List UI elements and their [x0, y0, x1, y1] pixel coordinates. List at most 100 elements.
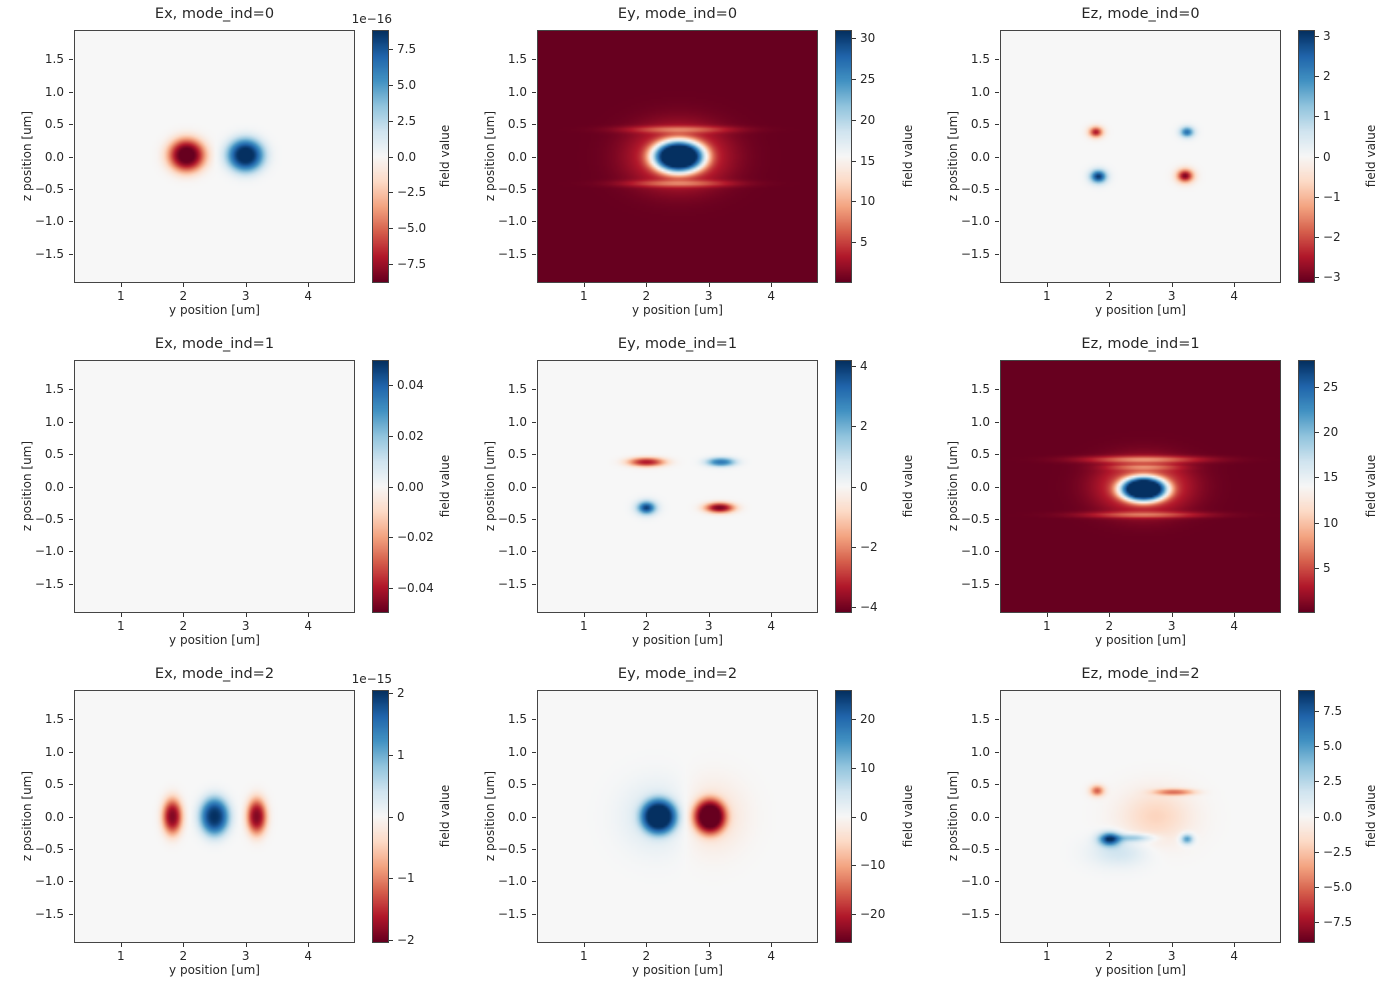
- colorbar-canvas: [373, 361, 388, 612]
- x-tick-label: 2: [642, 619, 651, 633]
- y-tick-mark: [995, 784, 999, 786]
- colorbar-tick-mark: [389, 264, 393, 266]
- colorbar-tick-label: 0.04: [397, 378, 424, 393]
- colorbar-tick-mark: [389, 816, 393, 818]
- colorbar-tick-mark: [1315, 236, 1319, 238]
- heatmap-plot-area: [1000, 360, 1281, 613]
- x-tick-label: 4: [767, 619, 775, 633]
- x-tick-label: 1: [1043, 949, 1051, 963]
- y-tick-label: −1.5: [34, 906, 64, 921]
- y-tick-mark: [532, 784, 536, 786]
- y-tick-mark: [532, 124, 536, 126]
- y-tick-mark: [532, 421, 536, 423]
- y-tick-mark: [69, 253, 73, 255]
- colorbar-tick-label: 0: [860, 479, 868, 494]
- colorbar-tick-mark: [852, 201, 856, 203]
- y-tick-label: 0.5: [507, 447, 527, 462]
- colorbar-tick-label: 25: [1323, 380, 1339, 395]
- y-tick-mark: [995, 421, 999, 423]
- y-tick-label: −1.5: [960, 906, 990, 921]
- colorbar-tick-mark: [1315, 921, 1319, 923]
- colorbar-tick-label: −0.02: [397, 530, 434, 545]
- y-tick-label: 1.0: [44, 84, 64, 99]
- x-tick-label: 2: [642, 949, 651, 963]
- heatmap-plot-area: [74, 360, 355, 613]
- x-tick-label: 2: [642, 289, 651, 303]
- colorbar-tick-mark: [1315, 781, 1319, 783]
- colorbar-canvas: [373, 31, 388, 282]
- colorbar-tick-mark: [1315, 477, 1319, 479]
- y-tick-label: −1.0: [497, 874, 527, 889]
- y-tick-mark: [69, 751, 73, 753]
- x-tick-mark: [771, 613, 773, 617]
- heatmap-canvas: [75, 691, 354, 942]
- colorbar-tick-mark: [1315, 116, 1319, 118]
- x-tick-label: 4: [1230, 289, 1238, 303]
- colorbar-canvas: [836, 691, 851, 942]
- colorbar-tick-mark: [389, 587, 393, 589]
- y-tick-label: −0.5: [34, 511, 64, 526]
- y-tick-label: −0.5: [960, 181, 990, 196]
- colorbar-tick-label: −2.5: [1323, 844, 1353, 859]
- y-tick-label: −0.5: [497, 181, 527, 196]
- x-tick-mark: [245, 283, 247, 287]
- colorbar-tick-mark: [389, 537, 393, 539]
- x-tick-label: 1: [580, 289, 588, 303]
- y-tick-label: 0.0: [44, 149, 64, 164]
- colorbar: [372, 30, 389, 283]
- colorbar-tick-mark: [389, 754, 393, 756]
- y-tick-mark: [532, 253, 536, 255]
- heatmap-canvas: [538, 691, 817, 942]
- subplot-ex-mode0: Ex, mode_ind=0 z position [um] y positio…: [0, 0, 463, 330]
- colorbar-tick-mark: [852, 38, 856, 40]
- colorbar-tick-mark: [852, 242, 856, 244]
- colorbar-tick-mark: [852, 865, 856, 867]
- colorbar-tick-mark: [852, 426, 856, 428]
- colorbar-tick-label: −2: [397, 932, 415, 947]
- x-tick-mark: [120, 943, 122, 947]
- y-tick-mark: [995, 59, 999, 61]
- colorbar-tick-mark: [1315, 36, 1319, 38]
- y-tick-label: 1.0: [970, 414, 990, 429]
- y-tick-label: −1.5: [497, 906, 527, 921]
- x-axis-label: y position [um]: [632, 963, 723, 977]
- colorbar-tick-mark: [1315, 711, 1319, 713]
- x-tick-mark: [308, 943, 310, 947]
- y-tick-label: 1.5: [970, 52, 990, 67]
- colorbar-tick-label: 15: [860, 153, 876, 168]
- colorbar-tick-mark: [1315, 851, 1319, 853]
- y-tick-mark: [995, 389, 999, 391]
- x-tick-mark: [1171, 943, 1173, 947]
- y-tick-label: −1.0: [960, 214, 990, 229]
- y-tick-mark: [532, 518, 536, 520]
- x-tick-mark: [1234, 283, 1236, 287]
- plot-title: Ex, mode_ind=2: [154, 666, 275, 682]
- colorbar-canvas: [836, 361, 851, 612]
- colorbar-tick-mark: [389, 192, 393, 194]
- colorbar-canvas: [1299, 691, 1314, 942]
- y-tick-label: 0.0: [507, 149, 527, 164]
- colorbar-tick-mark: [852, 816, 856, 818]
- y-tick-mark: [69, 389, 73, 391]
- y-tick-label: −1.0: [34, 874, 64, 889]
- heatmap-plot-area: [537, 30, 818, 283]
- colorbar-tick-label: 5.0: [1323, 739, 1343, 754]
- colorbar-tick-label: −7.5: [1323, 914, 1353, 929]
- y-tick-label: 1.0: [44, 414, 64, 429]
- x-tick-mark: [708, 283, 710, 287]
- y-tick-mark: [532, 881, 536, 883]
- x-tick-label: 4: [304, 289, 312, 303]
- colorbar-tick-mark: [852, 160, 856, 162]
- plot-title: Ey, mode_ind=2: [617, 666, 738, 682]
- y-tick-label: 1.5: [44, 712, 64, 727]
- colorbar-tick-mark: [389, 84, 393, 86]
- colorbar: [1298, 690, 1315, 943]
- y-tick-label: 0.5: [44, 447, 64, 462]
- y-tick-mark: [995, 221, 999, 223]
- x-tick-label: 4: [767, 289, 775, 303]
- y-tick-label: −1.5: [34, 576, 64, 591]
- y-tick-mark: [69, 156, 73, 158]
- y-tick-label: −0.5: [960, 511, 990, 526]
- colorbar-tick-label: −0.04: [397, 580, 434, 595]
- heatmap-plot-area: [537, 690, 818, 943]
